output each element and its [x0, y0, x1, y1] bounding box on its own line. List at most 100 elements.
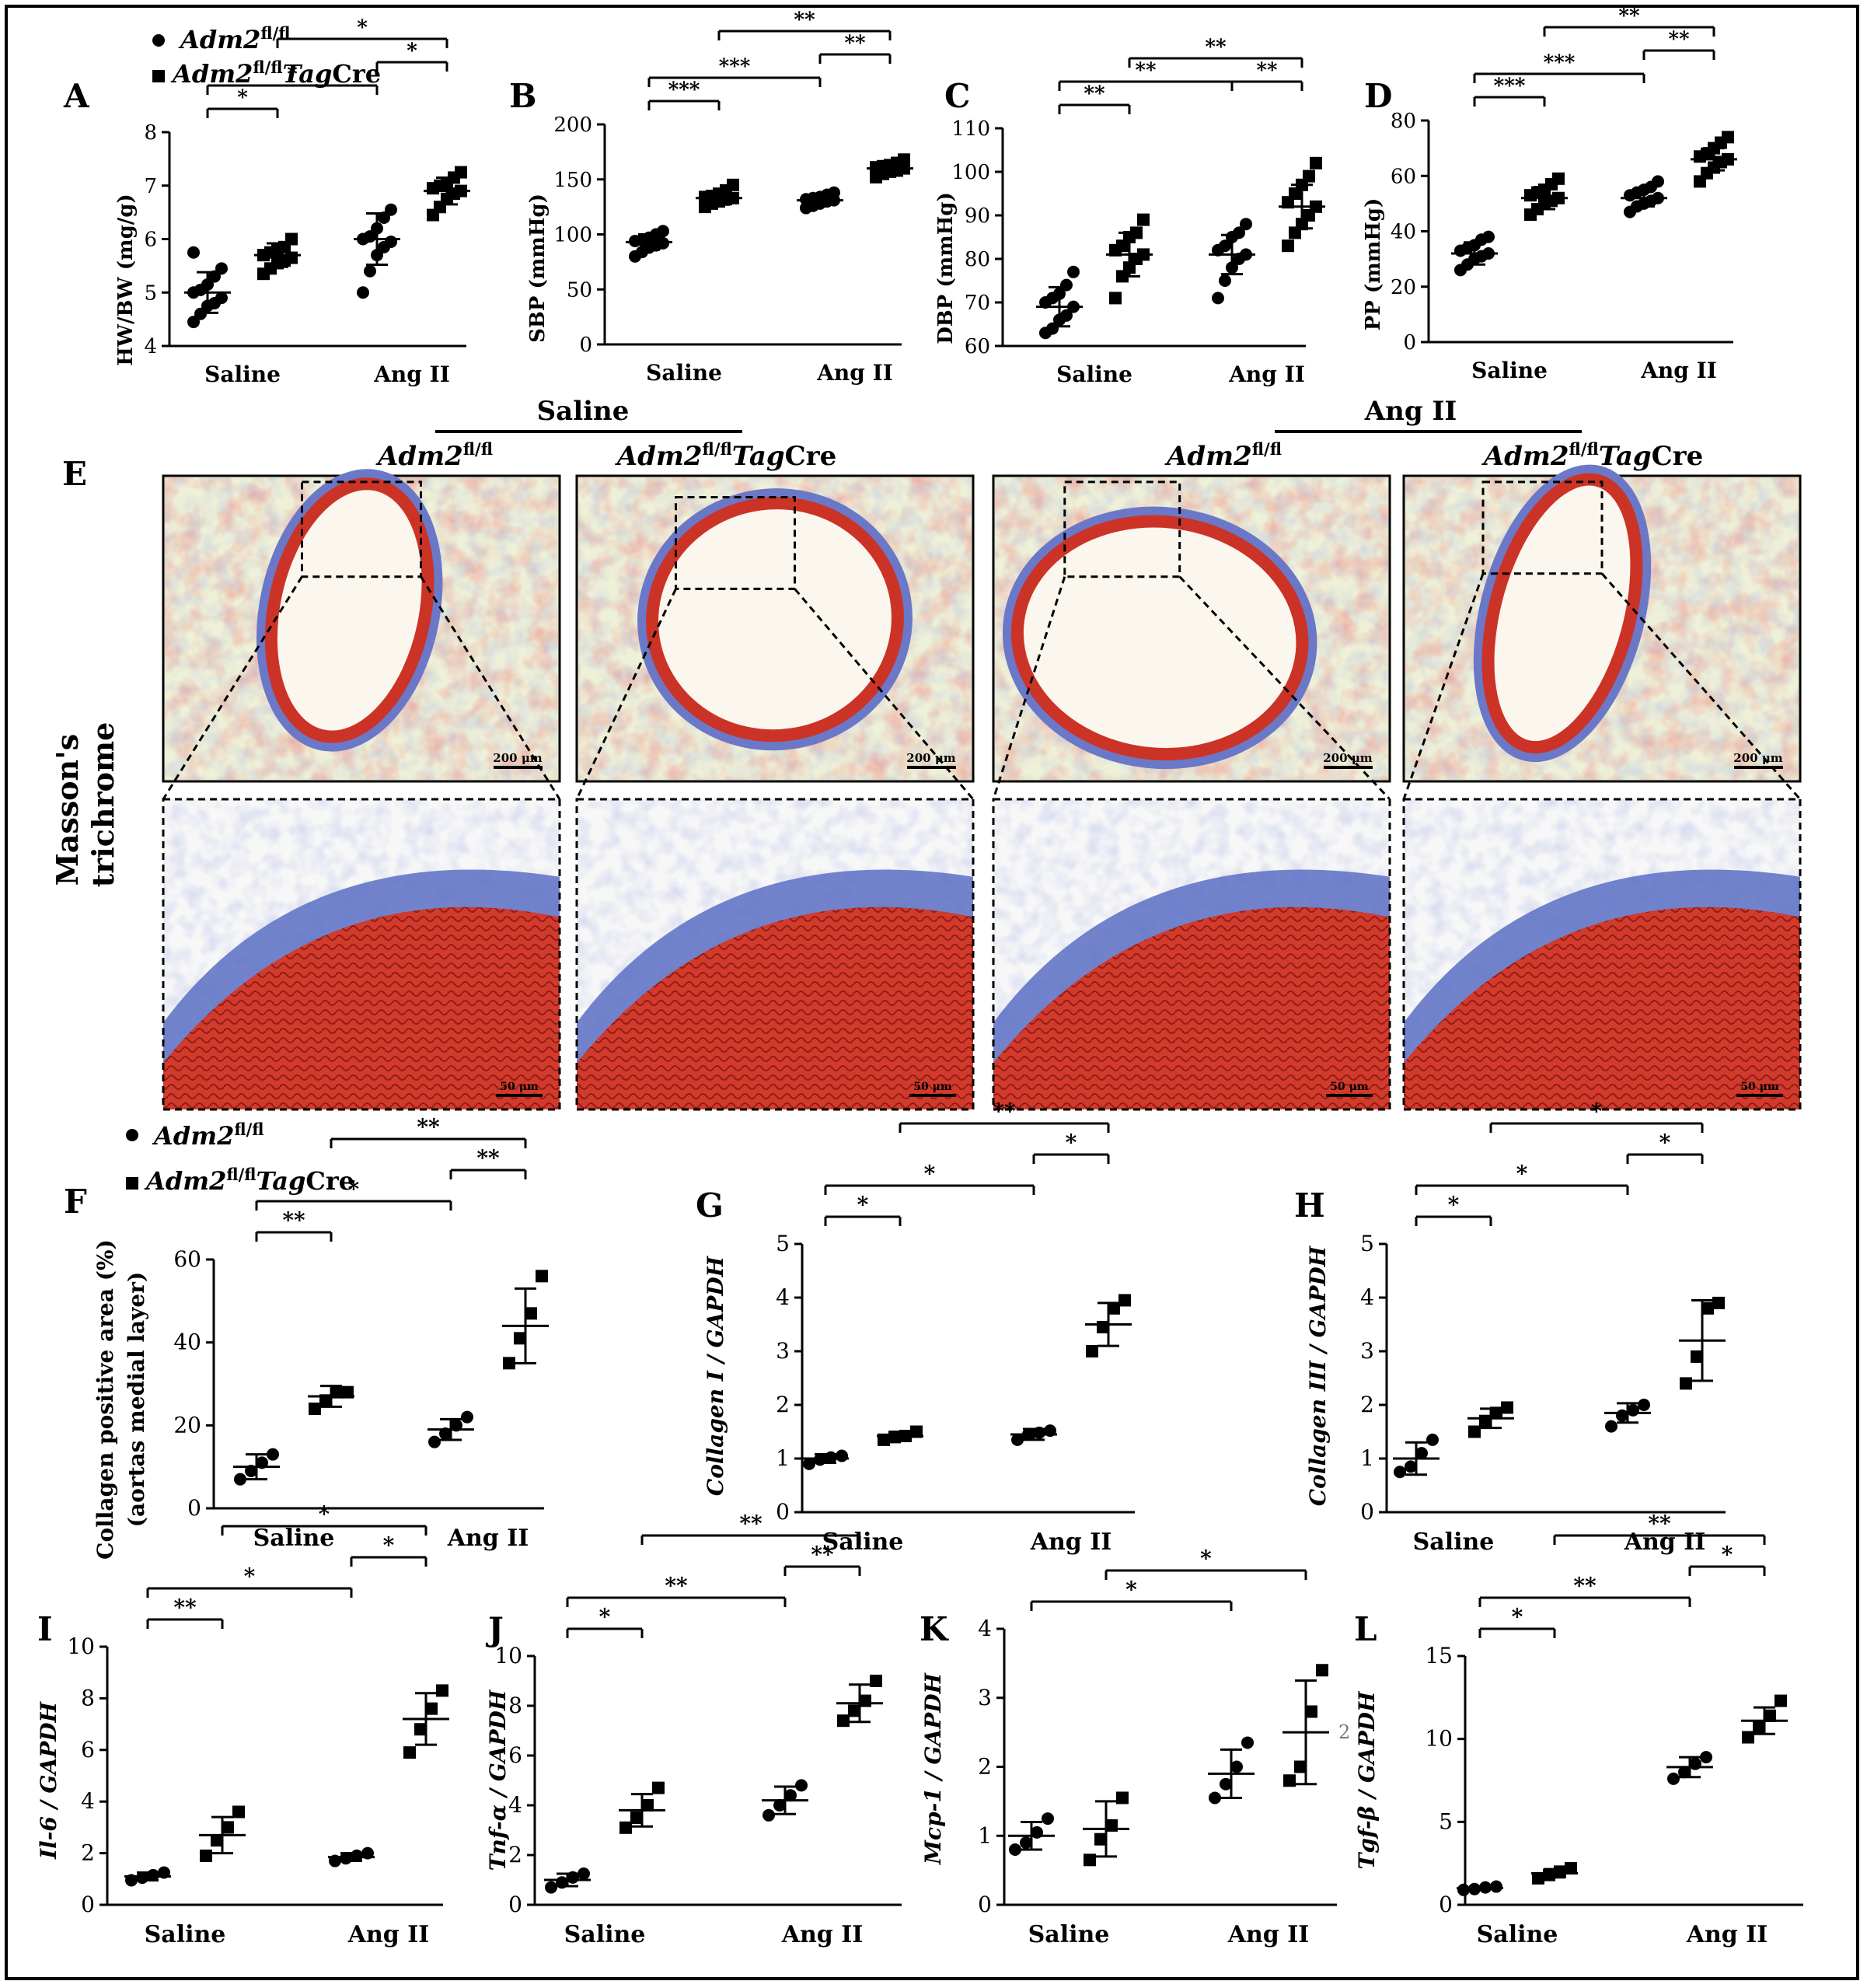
chart-F: F 0 20 40 60 Collagen positive area (%) (aorta… — [64, 1114, 549, 1560]
data-point-square — [232, 1805, 245, 1819]
data-point-circle — [795, 1779, 808, 1792]
significance-label: ** — [1084, 82, 1105, 106]
significance-label: * — [1722, 1542, 1733, 1567]
y-axis-label: Mcp-1 / GAPDH — [920, 1672, 946, 1865]
panel-letter-I: I — [37, 1610, 53, 1648]
y-tick-label: 20 — [173, 1412, 201, 1438]
aorta-zoom-image: 50 μm — [1402, 798, 1802, 1111]
significance-label: ** — [1668, 28, 1690, 51]
data-point-square — [1722, 131, 1734, 144]
data-point-square — [200, 1849, 212, 1862]
data-point-square — [1116, 1791, 1129, 1805]
data-point-square — [1680, 1377, 1692, 1390]
y-tick-label: 2 — [1360, 1392, 1374, 1417]
x-category-label: Ang II — [816, 360, 893, 386]
data-point-square — [425, 1702, 438, 1715]
significance-label: * — [1200, 1546, 1212, 1571]
y-tick-label: 20 — [1391, 276, 1416, 299]
data-point-circle — [1212, 292, 1224, 305]
significance-label: ** — [1648, 1511, 1671, 1536]
data-point-circle — [1241, 1736, 1254, 1749]
y-tick-label: 0 — [978, 1892, 992, 1917]
data-point-circle — [1652, 175, 1664, 188]
panel-letter-C: C — [944, 77, 970, 115]
y-tick-label: 0 — [776, 1499, 790, 1525]
data-point-square — [436, 1684, 448, 1697]
x-category-label: Ang II — [373, 362, 450, 387]
data-point-circle — [364, 264, 376, 278]
data-point-square — [536, 1270, 548, 1283]
histology-column-3: Adm2fl/fl 200 μm 50 μm — [992, 439, 1391, 1111]
x-category-label: Ang II — [1624, 1529, 1706, 1556]
significance-label: * — [1512, 1604, 1523, 1630]
stray-label: 2 — [1338, 1721, 1350, 1743]
significance-label: * — [237, 86, 248, 110]
data-point-square — [1490, 1406, 1502, 1420]
data-point-square — [1691, 1350, 1703, 1363]
svg-text:Adm2fl/flTagCre: Adm2fl/flTagCre — [170, 58, 381, 89]
histology-column-1: Adm2fl/fl 200 μm 50 μm — [162, 439, 561, 1111]
y-tick-label: 4 — [144, 335, 157, 358]
data-point-circle — [428, 1435, 441, 1448]
data-point-circle — [1394, 1466, 1406, 1479]
panel-letter-L: L — [1354, 1610, 1377, 1648]
column-genotype-label: Adm2fl/fl — [1164, 439, 1282, 472]
y-tick-label: 4 — [978, 1616, 992, 1641]
data-point-square — [211, 1834, 223, 1846]
aorta-overview-image: 200 μm — [162, 469, 561, 783]
x-category-label: Saline — [1028, 1921, 1110, 1948]
data-point-circle — [1220, 1777, 1232, 1791]
significance-label: * — [357, 16, 368, 40]
data-point-circle — [1067, 265, 1080, 278]
significance-label: ** — [173, 1595, 197, 1620]
y-tick-label: 100 — [951, 161, 990, 184]
data-point-square — [525, 1307, 537, 1320]
x-category-label: Ang II — [447, 1525, 529, 1552]
zoom-guide-line — [162, 575, 303, 800]
y-tick-label: 3 — [776, 1338, 790, 1364]
data-point-square — [619, 1821, 632, 1834]
data-point-square — [309, 1403, 321, 1415]
header-angii: Ang II — [1364, 396, 1457, 427]
y-axis-label: SBP (mmHg) — [526, 194, 550, 343]
zoom-guide-line — [1178, 575, 1391, 801]
data-point-square — [641, 1799, 654, 1812]
scale-bar-label: 50 μm — [913, 1081, 952, 1093]
data-point-square — [455, 166, 467, 179]
chart-A: A 4 5 6 7 8 HW/BW (mg/g) Saline Ang II * * * * — [63, 16, 470, 387]
data-point-circle — [773, 1799, 786, 1812]
significance-label: ** — [1256, 59, 1278, 82]
legend-group1-sup: fl/fl — [234, 1120, 263, 1139]
zoom-guide-line — [1402, 573, 1485, 800]
data-point-square — [1468, 1425, 1481, 1438]
data-point-square — [403, 1746, 416, 1759]
data-point-circle — [578, 1867, 590, 1880]
y-tick-label: 100 — [553, 224, 592, 247]
y-tick-label: 200 — [553, 114, 592, 137]
aorta-overview-image: 200 μm — [1402, 464, 1802, 783]
y-axis-label: Tgf-β / GAPDH — [1354, 1690, 1380, 1869]
data-point-circle — [1415, 1447, 1428, 1460]
y-axis-label: Collagen positive area (%) — [92, 1239, 118, 1560]
data-point-circle — [357, 286, 369, 299]
data-point-square — [630, 1812, 643, 1824]
panel-letter-F: F — [64, 1183, 87, 1221]
y-tick-label: 5 — [1360, 1231, 1374, 1256]
column-genotype-label: Adm2fl/flTagCre — [615, 439, 836, 472]
scale-bar-label: 200 μm — [1323, 751, 1373, 765]
figure-frame — [5, 5, 1859, 1980]
data-point-circle — [763, 1808, 775, 1822]
data-point-circle — [1490, 1880, 1502, 1893]
y-tick-label: 60 — [1391, 165, 1416, 188]
scale-bar-label: 200 μm — [493, 751, 543, 765]
data-point-square — [414, 1723, 427, 1736]
x-category-label: Saline — [1477, 1921, 1558, 1948]
y-tick-label: 3 — [978, 1685, 992, 1710]
scale-bar-label: 50 μm — [1740, 1081, 1779, 1093]
top-legend: Adm2fl/fl Adm2fl/flTagCre — [152, 23, 381, 89]
significance-label: *** — [668, 79, 700, 102]
data-point-square — [1109, 292, 1122, 305]
